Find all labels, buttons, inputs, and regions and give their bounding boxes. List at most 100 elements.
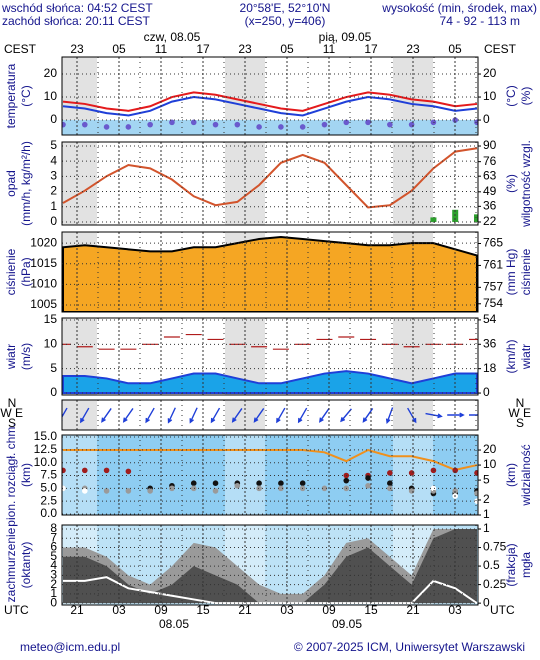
dot	[321, 485, 328, 492]
y-tick-label: 10.0	[34, 455, 58, 469]
dot	[278, 480, 284, 487]
bar	[474, 214, 478, 222]
dot	[212, 488, 219, 494]
wind-arrow	[253, 408, 265, 423]
y2-tick-label: 754	[483, 296, 503, 310]
y-tick-label: 2	[50, 577, 57, 591]
wind-arrow	[167, 407, 176, 424]
top-hour: 11	[155, 42, 168, 56]
dot	[430, 119, 437, 126]
compass: W	[0, 406, 12, 420]
panel-frame	[61, 434, 479, 516]
contact[interactable]: meteo@icm.edu.pl	[20, 640, 120, 654]
y-tick-label: 15	[44, 312, 58, 326]
top-hour: 05	[112, 42, 126, 56]
dot	[408, 488, 415, 494]
plot	[62, 91, 478, 130]
dot	[474, 490, 478, 497]
compass: S	[8, 416, 16, 430]
y2-axis-label: ciśnienie	[519, 248, 533, 295]
y-tick-label: 3	[50, 169, 57, 183]
compass: E	[523, 406, 531, 420]
dot	[299, 480, 306, 487]
y2-tick-label: 36	[483, 336, 497, 350]
dot	[62, 467, 66, 474]
dot	[474, 498, 478, 504]
y2-tick-label: 0.75	[483, 540, 507, 554]
dot	[452, 488, 459, 494]
bottom-hour: 21	[70, 603, 84, 617]
bottom-hour: 03	[448, 603, 462, 617]
y2-tick-label: 63	[483, 168, 497, 182]
panel-frame	[61, 399, 479, 431]
y-tick-label: 10	[44, 336, 58, 350]
dot	[234, 482, 241, 489]
wind-arrow	[385, 407, 394, 424]
panel-frame	[61, 56, 479, 136]
y-tick-label: 0	[50, 385, 57, 399]
area	[62, 370, 478, 395]
dot	[125, 488, 132, 494]
dot	[430, 467, 437, 474]
dot	[278, 124, 284, 130]
y-tick-label: 0.0	[40, 506, 57, 520]
dot	[81, 467, 88, 474]
wind-arrow	[145, 407, 155, 424]
dot	[299, 124, 306, 130]
y-tick-label: 1010	[30, 277, 57, 291]
y-tick-label: 1015	[30, 256, 57, 270]
y-tick-label: 0	[50, 112, 57, 126]
top-hour: 17	[364, 42, 378, 56]
y-tick-label: 1020	[30, 235, 57, 249]
y-tick-label: 4	[50, 153, 57, 167]
y-tick-label: 1	[50, 199, 57, 213]
y2-axis-label: wiatr	[519, 344, 533, 370]
y2-tick-label: 2	[483, 492, 490, 506]
dot	[81, 488, 88, 494]
dot	[190, 119, 197, 126]
compass: N	[8, 396, 17, 410]
wind-arrow	[62, 407, 68, 421]
dot	[365, 119, 371, 126]
line	[62, 147, 478, 209]
y-axis-label: ciśnienie	[4, 248, 18, 295]
wind-arrow	[425, 412, 443, 419]
dot	[256, 485, 262, 492]
y2-tick-label: 20	[483, 66, 497, 80]
y-tick-label: 20	[44, 66, 58, 80]
dot	[365, 475, 371, 481]
y2-tick-label: 0.25	[483, 577, 507, 591]
dot	[125, 468, 132, 475]
y2-axis-label: (km/h)	[504, 340, 518, 374]
y-axis-label: (hPa)	[19, 257, 33, 286]
y-tick-label: 12.5	[34, 442, 58, 456]
y2-tick-label: 54	[483, 312, 497, 326]
dot	[234, 121, 241, 128]
y2-tick-label: 0	[483, 595, 490, 609]
dot	[147, 121, 153, 128]
bottom-date: 09.05	[332, 617, 362, 631]
dot	[408, 121, 415, 128]
dot	[408, 470, 415, 476]
wind-arrow	[189, 407, 198, 424]
top-zone-right: CEST	[484, 42, 517, 56]
panel-bg	[62, 435, 478, 515]
area	[62, 235, 478, 312]
frost-zone	[62, 120, 478, 135]
y2-tick-label: 1	[483, 521, 490, 535]
y-tick-label: 3	[50, 568, 57, 582]
dot	[387, 470, 393, 476]
y2-tick-label: 0	[483, 112, 490, 126]
y-axis-label: wiatr	[4, 344, 18, 370]
y2-axis-label: widzialność	[519, 444, 533, 506]
y-axis-label: pion. rozciągł. chm.	[4, 423, 18, 526]
y-tick-label: 6	[50, 540, 57, 554]
dot	[62, 485, 66, 492]
y2-tick-label: 76	[483, 154, 497, 168]
y2-tick-label: 10	[483, 457, 497, 471]
dot	[365, 482, 371, 489]
y-tick-label: 0	[50, 214, 57, 228]
bar	[430, 217, 437, 222]
panel-frame	[61, 524, 479, 606]
y2-tick-label: 765	[483, 236, 503, 250]
